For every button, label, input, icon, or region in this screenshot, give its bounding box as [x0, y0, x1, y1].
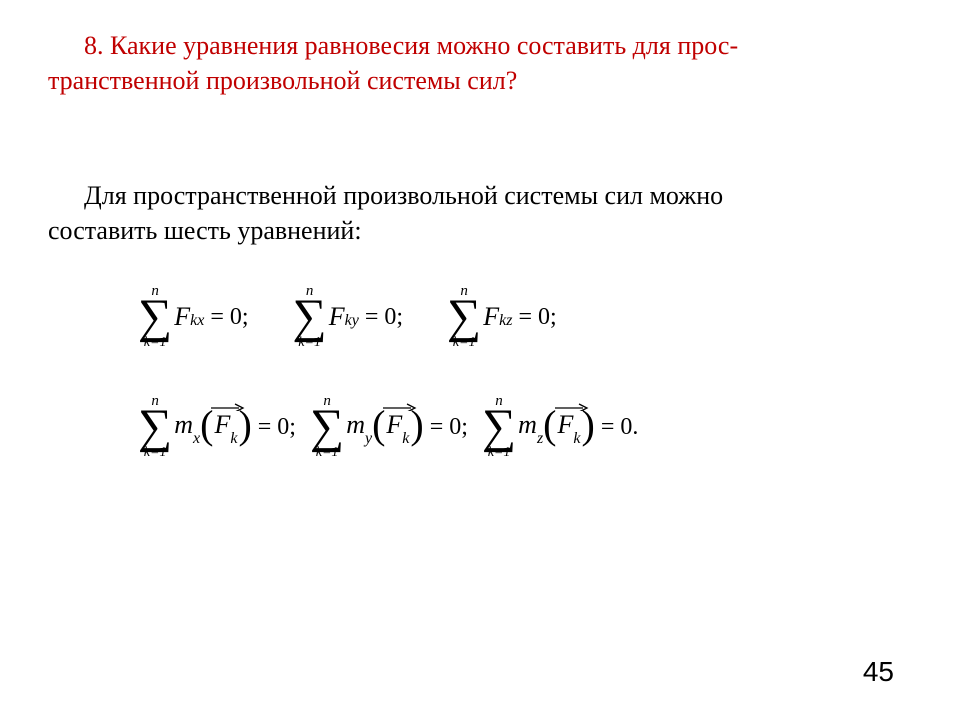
eq-rhs-last: = 0. — [601, 414, 639, 441]
sigma-icon: ∑ — [293, 297, 327, 338]
answer-line-1: Для пространственной произвольной систем… — [84, 181, 723, 210]
answer-line-2: составить шесть уравнений: — [48, 216, 362, 245]
vector-symbol: F — [558, 410, 574, 439]
question-line-1: Какие уравнения равновесия можно состави… — [110, 31, 738, 60]
sum-fky: n ∑ k=1 Fky = 0; — [293, 284, 404, 350]
moment-sums-row: n ∑ k=1 mx ( Fk ) = 0; — [138, 394, 912, 460]
question-block: 8. Какие уравнения равновесия можно сост… — [48, 28, 912, 98]
vector-f: Fk — [385, 410, 410, 444]
vector-f: Fk — [213, 410, 238, 444]
force-symbol: F — [483, 302, 499, 332]
force-sub: kz — [499, 312, 512, 330]
sum-lower: k=1 — [453, 336, 476, 350]
eq-rhs: = 0; — [365, 304, 403, 331]
sum-my: n ∑ k=1 my ( Fk ) = 0; — [310, 394, 468, 460]
sum-lower: k=1 — [316, 446, 339, 460]
sigma-icon: ∑ — [138, 407, 172, 448]
sum-mz: n ∑ k=1 mz ( Fk ) = 0. — [482, 394, 638, 460]
sigma-icon: ∑ — [447, 297, 481, 338]
sum-fkz: n ∑ k=1 Fkz = 0; — [447, 284, 557, 350]
page-number: 45 — [863, 656, 894, 688]
sigma-icon: ∑ — [310, 407, 344, 448]
sum-lower: k=1 — [144, 336, 167, 350]
eq-rhs: = 0; — [430, 414, 468, 441]
question-number: 8. — [84, 31, 104, 60]
answer-block: Для пространственной произвольной систем… — [48, 178, 912, 248]
vector-sub: k — [402, 430, 409, 447]
sum-lower: k=1 — [488, 446, 511, 460]
vector-symbol: F — [214, 410, 230, 439]
force-symbol: F — [174, 302, 190, 332]
moment-sub: x — [193, 430, 200, 447]
eq-rhs: = 0; — [518, 304, 556, 331]
page: 8. Какие уравнения равновесия можно сост… — [0, 0, 960, 720]
eq-rhs: = 0; — [258, 414, 296, 441]
vector-sub: k — [230, 430, 237, 447]
force-sub: kx — [190, 312, 204, 330]
question-line-2: транственной произвольной системы сил? — [48, 66, 517, 95]
force-sub: ky — [345, 312, 359, 330]
vector-symbol: F — [386, 410, 402, 439]
sigma-icon: ∑ — [482, 407, 516, 448]
equations-block: n ∑ k=1 Fkx = 0; n ∑ k=1 Fky = 0; n — [48, 284, 912, 460]
sigma-icon: ∑ — [138, 297, 172, 338]
force-symbol: F — [329, 302, 345, 332]
sum-mx: n ∑ k=1 mx ( Fk ) = 0; — [138, 394, 296, 460]
force-sums-row: n ∑ k=1 Fkx = 0; n ∑ k=1 Fky = 0; n — [138, 284, 912, 350]
sum-lower: k=1 — [144, 446, 167, 460]
sum-fkx: n ∑ k=1 Fkx = 0; — [138, 284, 249, 350]
eq-rhs: = 0; — [210, 304, 248, 331]
vector-f: Fk — [557, 410, 582, 444]
moment-sub: y — [365, 430, 372, 447]
vector-sub: k — [573, 430, 580, 447]
sum-lower: k=1 — [298, 336, 321, 350]
